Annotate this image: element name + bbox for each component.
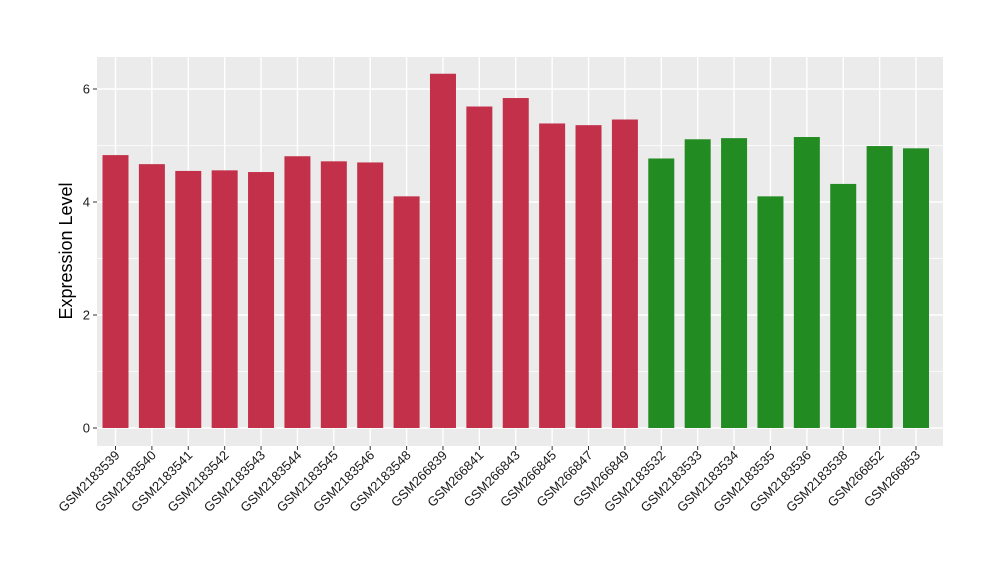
bar-GSM2183548: [393, 196, 420, 428]
bar-GSM2183543: [248, 172, 275, 428]
bar-GSM2183535: [757, 196, 784, 428]
x-axis: GSM2183539GSM2183540GSM2183541GSM2183542…: [55, 446, 923, 515]
bar-GSM2183542: [211, 170, 238, 429]
bar-GSM266839: [429, 73, 456, 429]
bar-GSM266849: [611, 119, 638, 428]
y-tick-label: 2: [83, 308, 90, 323]
bar-GSM2183541: [175, 170, 202, 429]
y-tick-label: 4: [83, 195, 90, 210]
bar-GSM2183536: [793, 137, 820, 428]
bar-GSM2183534: [721, 138, 748, 428]
bar-GSM2183540: [138, 164, 165, 428]
bar-GSM266843: [502, 98, 529, 428]
bar-GSM266847: [575, 125, 602, 428]
bar-GSM266841: [466, 106, 493, 428]
y-axis-title: Expression Level: [56, 182, 76, 319]
y-tick-label: 0: [83, 421, 90, 436]
bar-GSM266845: [539, 123, 566, 428]
bar-GSM2183545: [320, 161, 347, 428]
bars: [102, 73, 929, 429]
bar-GSM2183533: [684, 139, 711, 428]
bar-GSM2183546: [357, 162, 384, 428]
bar-GSM266852: [866, 146, 893, 428]
bar-GSM2183538: [830, 183, 857, 428]
bar-GSM2183544: [284, 156, 311, 429]
bar-GSM2183532: [648, 158, 675, 428]
bar-GSM2183539: [102, 155, 129, 429]
y-tick-label: 6: [83, 82, 90, 97]
bar-GSM266853: [903, 148, 929, 428]
x-tick-label: GSM2183539: [55, 448, 122, 515]
y-axis: 0 2 4 6: [83, 82, 97, 436]
